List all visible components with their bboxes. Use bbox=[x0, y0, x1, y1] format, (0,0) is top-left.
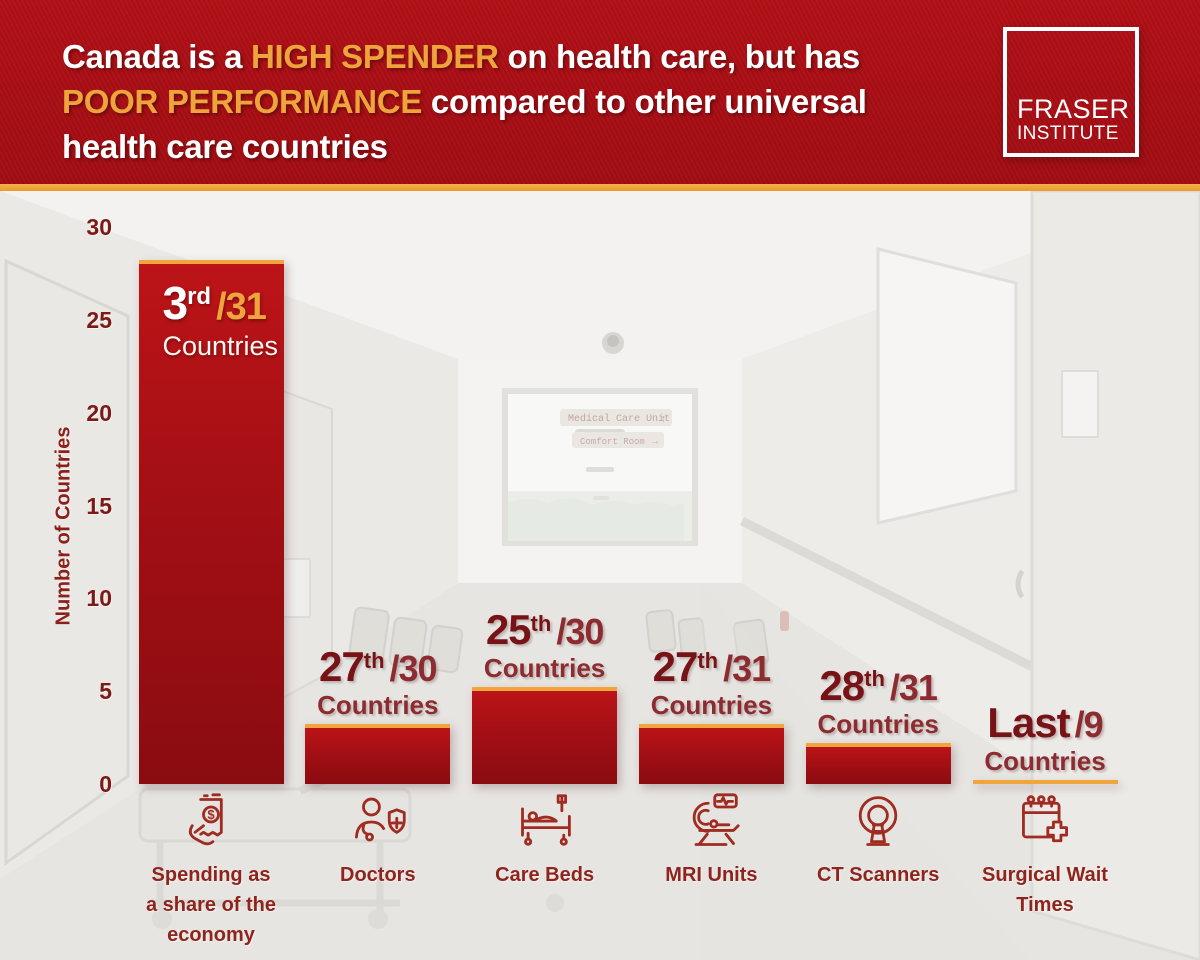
category-label-care-beds: Care Beds bbox=[495, 864, 595, 886]
svg-text:→: → bbox=[652, 437, 658, 448]
title-emphasis: POOR PERFORMANCE bbox=[62, 83, 423, 120]
rank-caption: Countries bbox=[162, 331, 279, 362]
fraser-institute-logo: FRASER INSTITUTE bbox=[1003, 27, 1139, 157]
category-label-ct-scanners: CT Scanners bbox=[817, 864, 940, 886]
bar-spending-as-a-share-of-the-economy bbox=[138, 260, 284, 784]
title-line-2: POOR PERFORMANCE compared to other unive… bbox=[62, 79, 962, 124]
bar-doctors bbox=[305, 724, 451, 784]
category-label-surgical-wait-times: Surgical Wait Times bbox=[982, 864, 1108, 916]
header-banner: Canada is a HIGH SPENDER on health care,… bbox=[0, 0, 1200, 184]
rank-label-spending-as-a-share-of-the-economy: 3rd/31 Countries bbox=[163, 276, 284, 360]
rank-caption: Countries bbox=[650, 690, 773, 721]
logo-line1: FRASER bbox=[1017, 94, 1130, 124]
rank-ordinal: th bbox=[530, 610, 552, 636]
corridor-sign-2: Comfort Room → bbox=[572, 432, 664, 448]
page-title: Canada is a HIGH SPENDER on health care,… bbox=[62, 34, 962, 169]
rank-total: /9 bbox=[1074, 704, 1104, 745]
y-tick-20: 20 bbox=[86, 399, 112, 426]
receipt-money-icon bbox=[181, 792, 241, 852]
rank-total: /30 bbox=[389, 648, 438, 690]
rank-label-doctors: 27th/30 Countries bbox=[258, 643, 498, 719]
rank-caption: Countries bbox=[483, 653, 606, 684]
bar-surgical-wait-times bbox=[972, 780, 1118, 784]
logo-line2: INSTITUTE bbox=[1017, 123, 1119, 144]
y-tick-30: 30 bbox=[86, 214, 112, 241]
title-text: Canada is a bbox=[62, 38, 251, 75]
rank-ordinal: th bbox=[864, 666, 885, 692]
bar-mri-units bbox=[638, 724, 784, 784]
rank-label-surgical-wait-times: Last/9 Countries bbox=[925, 699, 1165, 775]
y-tick-10: 10 bbox=[86, 585, 112, 612]
rank-value: 25 bbox=[485, 606, 532, 654]
rank-value: Last bbox=[987, 699, 1070, 746]
title-text: health care countries bbox=[62, 128, 388, 165]
svg-text:Comfort Room: Comfort Room bbox=[580, 437, 645, 447]
rank-value: 3 bbox=[162, 277, 189, 330]
title-text: on health care, but has bbox=[498, 38, 860, 75]
gold-divider bbox=[0, 184, 1200, 191]
title-text: compared to other universal bbox=[422, 83, 867, 120]
title-line-3: health care countries bbox=[62, 124, 962, 169]
chart-area: Medical Care Unit ↑ Comfort Room → bbox=[0, 191, 1200, 960]
category-label-doctors: Doctors bbox=[340, 864, 416, 886]
rank-caption: Countries bbox=[984, 746, 1106, 776]
rank-total: /31 bbox=[723, 648, 771, 690]
doctor-shield-icon bbox=[348, 792, 408, 852]
category-label-mri-units: MRI Units bbox=[665, 864, 758, 886]
rank-label-care-beds: 25th/30 Countries bbox=[425, 606, 665, 682]
rank-caption: Countries bbox=[317, 690, 439, 721]
rank-total: /31 bbox=[889, 666, 938, 708]
mri-unit-icon bbox=[681, 792, 741, 852]
rank-ordinal: th bbox=[363, 647, 385, 673]
y-tick-0: 0 bbox=[99, 771, 112, 797]
y-tick-25: 25 bbox=[86, 306, 112, 333]
rank-total: /31 bbox=[216, 286, 267, 329]
bar-care-beds bbox=[472, 687, 618, 784]
rank-label-ct-scanners: 28th/31 Countries bbox=[758, 662, 998, 738]
care-bed-icon bbox=[515, 792, 575, 852]
rank-ordinal: rd bbox=[187, 283, 212, 311]
title-line-1: Canada is a HIGH SPENDER on health care,… bbox=[62, 34, 962, 79]
rank-label-mri-units: 27th/31 Countries bbox=[591, 643, 831, 719]
svg-text:↑: ↑ bbox=[660, 414, 667, 426]
rank-caption: Countries bbox=[817, 708, 939, 739]
rank-total: /30 bbox=[556, 611, 604, 653]
corridor-sign-1: Medical Care Unit ↑ bbox=[560, 409, 672, 426]
rank-value: 27 bbox=[319, 643, 365, 691]
y-tick-15: 15 bbox=[86, 492, 112, 519]
y-tick-5: 5 bbox=[99, 678, 112, 705]
bar-ct-scanners bbox=[805, 742, 951, 784]
rank-ordinal: th bbox=[697, 647, 719, 673]
category-label-spending-as-a-share-of-the-economy: Spending as a share of the economy bbox=[145, 864, 277, 946]
svg-text:Medical Care Unit: Medical Care Unit bbox=[568, 413, 670, 425]
ct-scanner-icon bbox=[848, 792, 908, 852]
title-emphasis: HIGH SPENDER bbox=[251, 38, 499, 75]
calendar-cross-icon bbox=[1015, 792, 1075, 852]
rank-value: 28 bbox=[819, 661, 865, 709]
rank-value: 27 bbox=[652, 643, 699, 691]
